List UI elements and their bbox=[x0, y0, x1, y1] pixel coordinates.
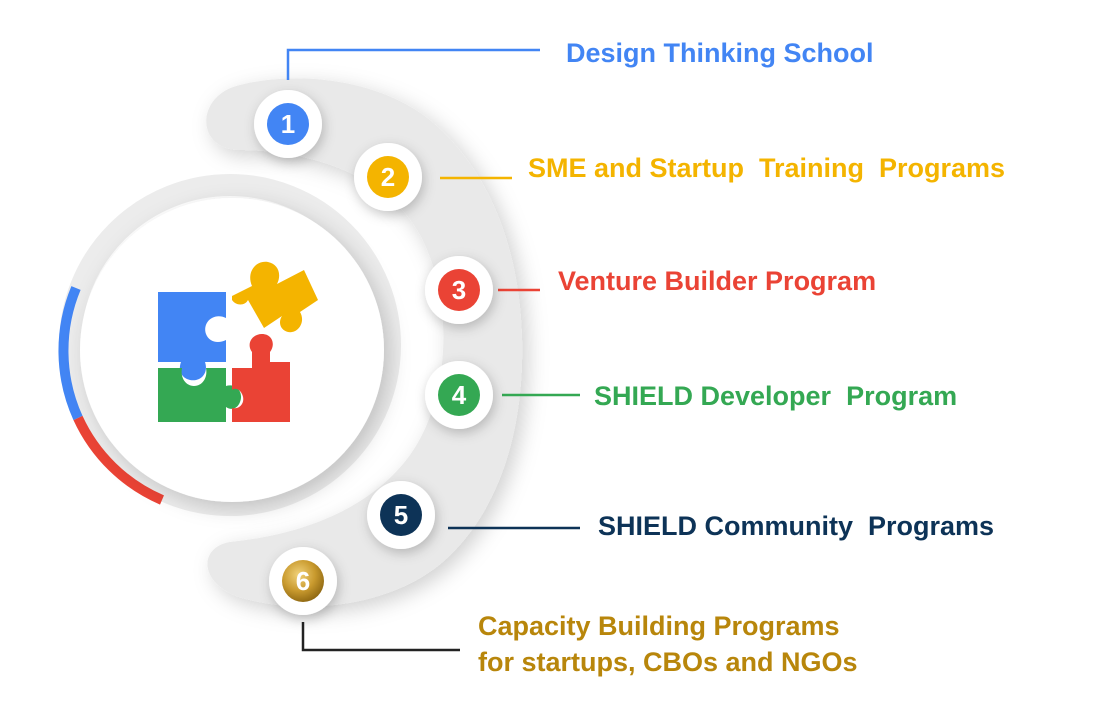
connector-6 bbox=[301, 622, 460, 652]
program-label-1: Design Thinking School bbox=[566, 38, 874, 68]
program-label-3: Venture Builder Program bbox=[558, 266, 877, 296]
center-ring bbox=[59, 174, 401, 516]
badge-1-number: 1 bbox=[281, 109, 295, 139]
puzzle-piece-yellow bbox=[232, 261, 318, 333]
program-label-6-line-2: for startups, CBOs and NGOs bbox=[478, 647, 858, 677]
badge-6: 6 bbox=[269, 547, 337, 615]
badge-4: 4 bbox=[425, 361, 493, 429]
ring-red-segment bbox=[73, 415, 165, 505]
program-label-6: Capacity Building Programs for startups,… bbox=[478, 608, 858, 680]
ring-blue-segment bbox=[58, 286, 83, 421]
center-disk bbox=[80, 198, 384, 502]
program-label-6-line-1: Capacity Building Programs bbox=[478, 611, 840, 641]
program-label-2: SME and Startup Training Programs bbox=[528, 153, 1006, 183]
badge-2: 2 bbox=[354, 143, 422, 211]
badge-5: 5 bbox=[367, 481, 435, 549]
arc-band bbox=[206, 78, 523, 607]
badge-5-number: 5 bbox=[394, 500, 408, 530]
badge-3: 3 bbox=[425, 256, 493, 324]
badge-1: 1 bbox=[254, 90, 322, 158]
badge-4-number: 4 bbox=[452, 380, 467, 410]
connector-1 bbox=[286, 48, 540, 80]
badge-3-number: 3 bbox=[452, 275, 466, 305]
program-label-4: SHIELD Developer Program bbox=[594, 381, 958, 411]
badge-2-number: 2 bbox=[381, 162, 395, 192]
puzzle-piece-green bbox=[158, 368, 242, 422]
puzzle-piece-red bbox=[232, 334, 290, 422]
badge-6-number: 6 bbox=[296, 566, 310, 596]
puzzle-pieces-icon bbox=[158, 261, 318, 422]
program-label-5: SHIELD Community Programs bbox=[598, 511, 995, 541]
puzzle-piece-blue bbox=[158, 292, 226, 381]
